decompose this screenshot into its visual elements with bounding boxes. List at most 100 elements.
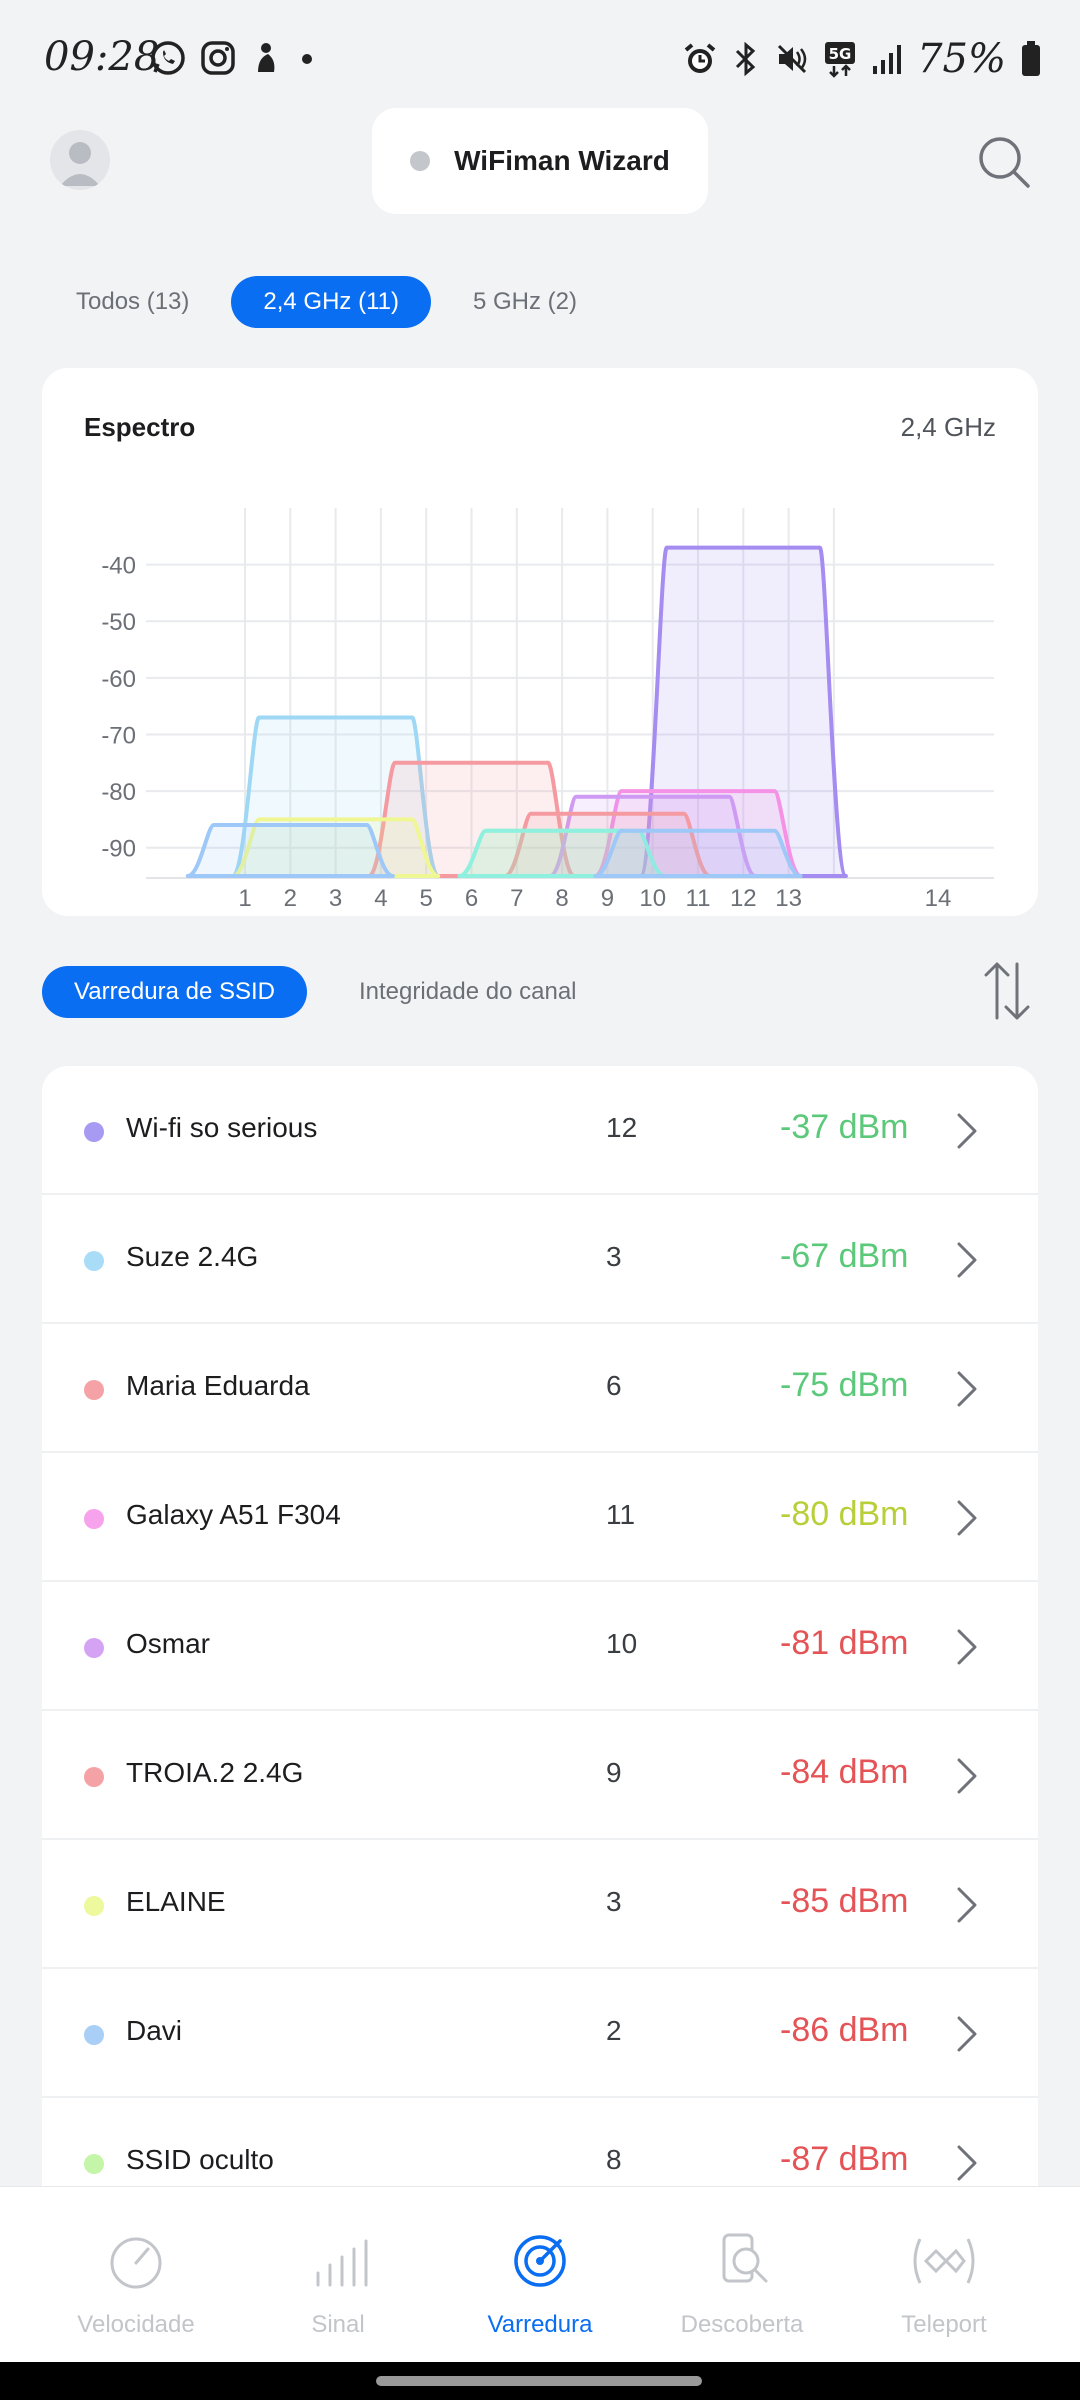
speedometer-icon — [110, 2237, 162, 2289]
spectrum-card: Espectro 2,4 GHz -40 -50 -60 -70 -80 -90 1 2 3 4 5… — [42, 368, 1038, 916]
network-ssid: Maria Eduarda — [126, 1370, 310, 1401]
nav-discovery[interactable]: Descoberta — [642, 2187, 842, 2363]
channel-signal-curve — [231, 817, 441, 878]
y-tick-label: -60 — [101, 666, 136, 693]
network-row[interactable]: Wi-fi so serious 12 -37 dBm — [42, 1066, 1038, 1195]
channel-signal-curve — [366, 760, 577, 878]
bluetooth-icon — [736, 42, 756, 76]
network-row[interactable]: Suze 2.4G 3 -67 dBm — [42, 1195, 1038, 1324]
network-row[interactable]: Maria Eduarda 6 -75 dBm — [42, 1324, 1038, 1453]
nav-discovery-label: Descoberta — [680, 2311, 804, 2338]
network-signal: -84 dBm — [780, 1753, 909, 1791]
network-color-dot — [84, 1380, 104, 1400]
network-row[interactable]: Osmar 10 -81 dBm — [42, 1582, 1038, 1711]
x-tick-label: 11 — [686, 885, 711, 912]
channel-signal-curve — [231, 715, 441, 878]
x-tick-label: 6 — [465, 885, 478, 912]
chevron-right-icon — [957, 1758, 977, 1794]
device-selector[interactable]: WiFiman Wizard — [372, 108, 708, 214]
network-color-dot — [84, 1896, 104, 1916]
network-row[interactable]: Davi 2 -86 dBm — [42, 1969, 1038, 2098]
x-tick-label: 14 — [925, 885, 952, 912]
radar-icon — [514, 2235, 566, 2287]
network-color-dot — [84, 1638, 104, 1658]
connection-status-dot — [410, 151, 431, 171]
sort-button[interactable] — [982, 960, 1032, 1022]
status-bar: 09:28 5G 75% — [0, 0, 1080, 120]
system-gesture-bar — [0, 2362, 1080, 2400]
tab-ssid-scan[interactable]: Varredura de SSID — [42, 966, 307, 1018]
tab-2-4-ghz[interactable]: 2,4 GHz (11) — [231, 276, 431, 328]
channel-signal-curve — [185, 823, 395, 878]
network-channel: 6 — [606, 1370, 622, 1401]
y-tick-label: -70 — [101, 722, 136, 749]
y-tick-label: -40 — [101, 553, 136, 580]
network-color-dot — [84, 1122, 104, 1142]
chevron-right-icon — [957, 1371, 977, 1407]
network-row[interactable]: TROIA.2 2.4G 9 -84 dBm — [42, 1711, 1038, 1840]
network-color-dot — [84, 2154, 104, 2174]
network-signal: -81 dBm — [780, 1624, 909, 1662]
network-channel: 12 — [606, 1112, 638, 1143]
network-signal: -86 dBm — [780, 2011, 909, 2049]
x-tick-label: 8 — [555, 885, 568, 912]
avatar[interactable] — [50, 130, 110, 190]
nav-teleport[interactable]: Teleport — [844, 2187, 1044, 2363]
x-tick-label: 5 — [420, 885, 433, 912]
teleport-icon — [913, 2238, 975, 2284]
spectrum-chart: -40-50-60-70-80-901 2 3 4 5 6 7 8 9 10 11 12 13 14 — [101, 508, 994, 912]
bottom-navigation: Velocidade Sinal Varredura Descoberta Te… — [0, 2186, 1080, 2362]
svg-text:5G: 5G — [829, 45, 852, 63]
network-channel: 3 — [606, 1886, 622, 1917]
search-button[interactable] — [976, 134, 1032, 190]
chevron-right-icon — [957, 1500, 977, 1536]
network-channel: 10 — [606, 1628, 638, 1659]
nav-speed[interactable]: Velocidade — [36, 2187, 236, 2363]
network-channel: 8 — [606, 2144, 622, 2175]
chevron-right-icon — [957, 2145, 977, 2181]
y-tick-label: -90 — [101, 836, 136, 863]
nav-speed-label: Velocidade — [77, 2311, 195, 2338]
nav-signal[interactable]: Sinal — [238, 2187, 438, 2363]
system-status-icons: 5G 75% — [683, 36, 1042, 82]
network-ssid: Osmar — [126, 1628, 210, 1659]
network-signal: -37 dBm — [780, 1108, 909, 1146]
network-ssid: Davi — [126, 2015, 183, 2046]
nav-scan[interactable]: Varredura — [440, 2187, 640, 2363]
network-row[interactable]: Galaxy A51 F304 11 -80 dBm — [42, 1453, 1038, 1582]
tab-5-ghz[interactable]: 5 GHz (2) — [473, 288, 578, 315]
channel-signal-curve — [548, 794, 758, 878]
battery-percent: 75% — [917, 36, 1006, 82]
network-channel: 3 — [606, 1241, 622, 1272]
network-color-dot — [84, 1509, 104, 1529]
cell-signal-icon — [873, 45, 902, 74]
tab-all-bands[interactable]: Todos (13) — [76, 288, 190, 315]
network-row[interactable]: ELAINE 3 -85 dBm — [42, 1840, 1038, 1969]
network-ssid: TROIA.2 2.4G — [126, 1757, 304, 1788]
network-signal: -80 dBm — [780, 1495, 909, 1533]
home-gesture-handle[interactable] — [376, 2376, 702, 2386]
channel-signal-curve — [593, 828, 803, 878]
y-tick-label: -80 — [101, 779, 136, 806]
app-title: WiFiman Wizard — [454, 145, 670, 176]
discovery-icon — [722, 2233, 768, 2283]
y-tick-label: -50 — [101, 609, 136, 636]
5g-data-icon: 5G — [825, 42, 856, 78]
x-tick-label: 3 — [329, 885, 342, 912]
battery-icon — [1022, 41, 1040, 76]
mute-icon — [778, 44, 807, 74]
network-ssid: Wi-fi so serious — [126, 1112, 318, 1143]
network-signal: -87 dBm — [780, 2140, 909, 2178]
x-tick-label: 10 — [639, 885, 666, 912]
nav-teleport-label: Teleport — [901, 2311, 987, 2338]
network-channel: 9 — [606, 1757, 622, 1788]
nav-signal-label: Sinal — [311, 2311, 365, 2338]
tab-channel-health[interactable]: Integridade do canal — [359, 978, 577, 1005]
network-color-dot — [84, 1767, 104, 1787]
whatsapp-icon — [151, 41, 185, 75]
network-channel: 2 — [606, 2015, 622, 2046]
sort-icon — [984, 962, 1030, 1020]
chevron-right-icon — [957, 1887, 977, 1923]
spectrum-title: Espectro — [84, 412, 196, 442]
network-ssid: ELAINE — [126, 1886, 226, 1917]
